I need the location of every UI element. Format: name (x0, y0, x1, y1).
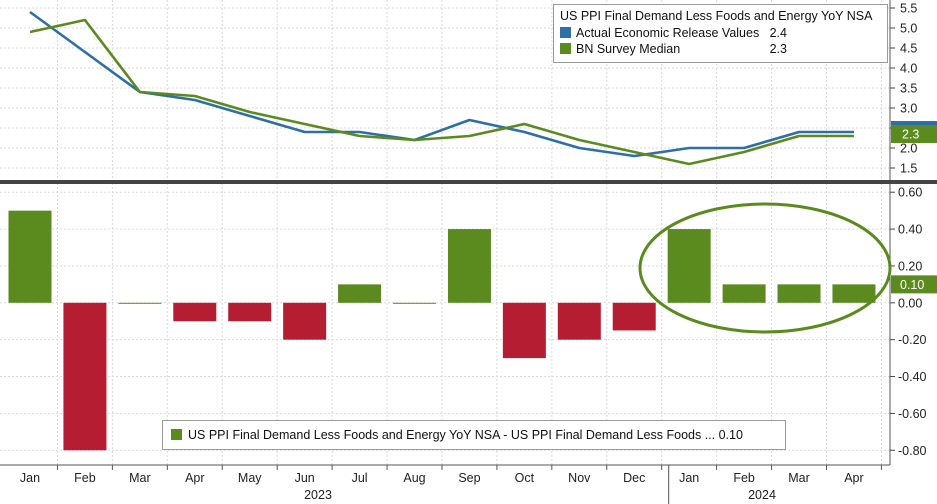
top-value-tag-blue-edge (891, 121, 937, 125)
bar-10 (557, 302, 601, 340)
legend-actual: Actual Economic Release Values (560, 26, 759, 40)
bottom-legend-swatch (171, 429, 182, 440)
panel-divider (0, 180, 937, 184)
bar-12 (667, 229, 711, 303)
x-month-label: Jan (20, 471, 40, 485)
x-month-label: Oct (515, 471, 535, 485)
bottom-legend-label: US PPI Final Demand Less Foods and Energ… (188, 428, 716, 442)
highlight-ellipse (638, 202, 892, 334)
top-ytick-label: 5.5 (900, 2, 917, 16)
top-ytick-label: 5.0 (900, 22, 917, 36)
x-month-label: Apr (185, 471, 204, 485)
bar-2 (118, 302, 162, 304)
bottom-ytick-label: -0.40 (898, 370, 927, 384)
x-month-label: Nov (568, 471, 591, 485)
legend-actual-swatch (560, 27, 571, 38)
line-survey (29, 18, 854, 166)
bar-8 (447, 229, 491, 303)
bottom-legend-value: 0.10 (718, 428, 743, 442)
bar-1 (63, 302, 107, 451)
bottom-value-tag-text: 0.10 (900, 278, 924, 292)
year-label-2023: 2023 (304, 488, 332, 502)
x-month-label: Aug (403, 471, 425, 485)
top-ytick-label: 3.5 (900, 82, 917, 96)
bottom-ytick-label: 0.40 (898, 223, 922, 237)
legend-actual-value: 2.4 (769, 26, 787, 40)
x-month-label: Feb (74, 471, 96, 485)
x-month-label: May (238, 471, 262, 485)
year-label-2024: 2024 (748, 488, 776, 502)
bar-5 (283, 302, 327, 340)
top-value-tag-box (891, 125, 937, 143)
bottom-ytick-label: 0.60 (898, 186, 922, 200)
x-month-label: Jun (295, 471, 315, 485)
bottom-ytick-label: -0.20 (898, 333, 927, 347)
top-value-tag: 2.3 (891, 121, 937, 143)
bottom-ytick-label: 0.20 (898, 259, 922, 273)
top-ytick-label: 3.0 (900, 102, 917, 116)
bottom-legend: US PPI Final Demand Less Foods and Energ… (162, 420, 786, 450)
top-legend: US PPI Final Demand Less Foods and Energ… (553, 4, 888, 63)
legend-survey-value: 2.3 (769, 42, 787, 56)
bottom-value-tag-box (891, 275, 937, 294)
legend-actual-label: Actual Economic Release Values (576, 26, 760, 40)
top-value-tag-text: 2.3 (902, 128, 919, 142)
line-actual (29, 10, 854, 158)
bar-4 (228, 302, 272, 322)
bottom-value-tag: 0.10 (891, 275, 937, 294)
legend-survey-label: BN Survey Median (576, 42, 681, 56)
x-month-label: Dec (623, 471, 645, 485)
x-month-label: Mar (788, 471, 810, 485)
bar-11 (612, 302, 656, 331)
top-ytick-label: 4.0 (900, 62, 917, 76)
x-month-label: Jul (352, 471, 368, 485)
bottom-ytick-label: -0.60 (898, 407, 927, 421)
bar-6 (338, 284, 382, 303)
bottom-ytick-label: 0.00 (898, 296, 922, 310)
x-month-label: Feb (733, 471, 755, 485)
legend-survey: BN Survey Median (560, 42, 680, 56)
top-ytick-label: 2.0 (900, 142, 917, 156)
x-month-label: Apr (844, 471, 863, 485)
top-chart-title: US PPI Final Demand Less Foods and Energ… (560, 9, 873, 23)
bar-13 (722, 284, 766, 303)
x-month-label: Mar (129, 471, 151, 485)
bar-15 (832, 284, 876, 303)
x-month-label: Sep (458, 471, 480, 485)
bar-3 (173, 302, 217, 322)
legend-survey-swatch (560, 43, 571, 54)
bar-0 (8, 210, 52, 303)
top-ytick-label: 4.5 (900, 42, 917, 56)
x-month-label: Jan (679, 471, 699, 485)
bottom-ytick-label: -0.80 (898, 444, 927, 458)
bar-7 (393, 302, 437, 304)
top-ytick-label: 1.5 (900, 162, 917, 176)
bar-9 (502, 302, 546, 359)
bar-14 (777, 284, 821, 303)
